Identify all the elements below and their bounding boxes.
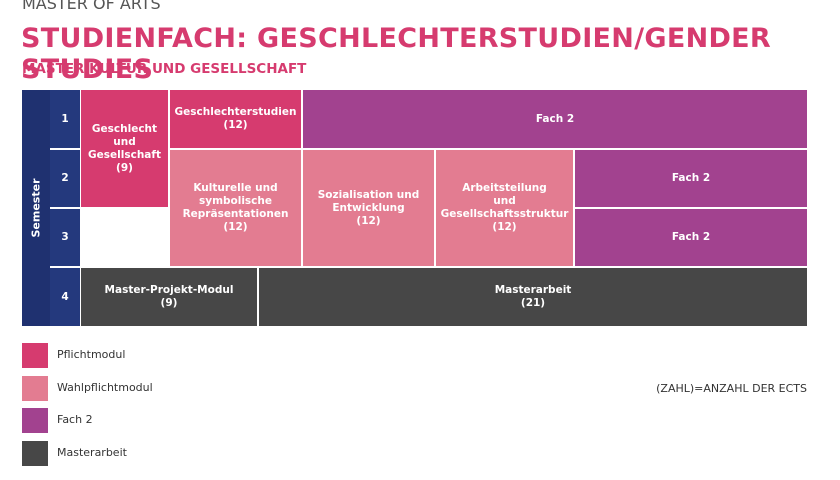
- legend-label: Pflichtmodul: [57, 348, 126, 361]
- title: STUDIENFACH: GESCHLECHTERSTUDIEN/GENDER …: [21, 23, 772, 85]
- module-label: und: [113, 135, 136, 148]
- legend-swatch: [22, 408, 48, 433]
- module-ects: (12): [223, 119, 248, 131]
- semester-label: Semester: [29, 178, 43, 238]
- module-label: Sozialisation und: [317, 188, 420, 201]
- module-label: Arbeitsteilung: [462, 182, 547, 194]
- module: Master-Projekt-Modul (9): [81, 268, 257, 326]
- module: Kulturelle und symbolische Repräsentatione…: [170, 150, 301, 266]
- module-label: Master-Projekt-Modul: [104, 284, 234, 296]
- module: Fach 2: [575, 150, 807, 207]
- module-ects: (12): [492, 221, 517, 233]
- module: Fach 2: [575, 209, 807, 266]
- module: Geschlecht und Gesellschaft (9): [81, 90, 168, 207]
- module: Geschlechterstudien (12): [170, 90, 301, 148]
- module-label: symbolische: [198, 195, 273, 207]
- module-ects: (21): [520, 297, 546, 309]
- note: (ZAHL)=ANZAHL DER ECTS: [656, 382, 807, 395]
- module-label: Fach 2: [671, 172, 711, 184]
- module-label: Fach 2: [535, 112, 575, 125]
- module-ects: (9): [116, 161, 133, 174]
- legend-label: Masterarbeit: [57, 445, 127, 459]
- module-label: Kulturelle und: [193, 182, 278, 194]
- legend-swatch: [22, 440, 48, 466]
- module-label: Gesellschaft: [88, 148, 161, 161]
- semester-column: [22, 90, 50, 326]
- semester-number: 2: [50, 150, 80, 207]
- legend-label: Fach 2: [57, 413, 93, 426]
- module-label: Masterarbeit: [494, 284, 572, 296]
- semester-number: 1: [50, 90, 80, 148]
- legend-label: Wahlpflichtmodul: [57, 380, 153, 394]
- legend-swatch: [22, 375, 48, 401]
- degree: MASTER OF ARTS: [22, 0, 161, 13]
- semester-number: 4: [50, 268, 80, 326]
- legend-swatch: [22, 343, 48, 368]
- module-label: und: [493, 195, 516, 207]
- module: Arbeitsteilung und Gesellschaftsstruktur (1…: [436, 150, 573, 266]
- module-label: Geschlecht: [91, 122, 158, 135]
- module-label: Gesellschaftsstruktur: [440, 208, 569, 220]
- module-label: Geschlechterstudien: [174, 106, 297, 118]
- module: Masterarbeit (21): [259, 268, 807, 326]
- module: Sozialisation und Entwicklung (12): [303, 150, 434, 266]
- semester-number: 3: [50, 209, 80, 266]
- module-ects: (9): [160, 297, 178, 309]
- subtitle: MASTER KULTUR UND GESELLSCHAFT: [22, 61, 307, 77]
- module-label: Fach 2: [671, 231, 711, 243]
- module-label: Repräsentationen: [182, 208, 289, 220]
- module-label: Entwicklung: [332, 201, 405, 214]
- module-ects: (12): [356, 214, 381, 227]
- module-ects: (12): [223, 221, 248, 233]
- module: Fach 2: [303, 90, 807, 148]
